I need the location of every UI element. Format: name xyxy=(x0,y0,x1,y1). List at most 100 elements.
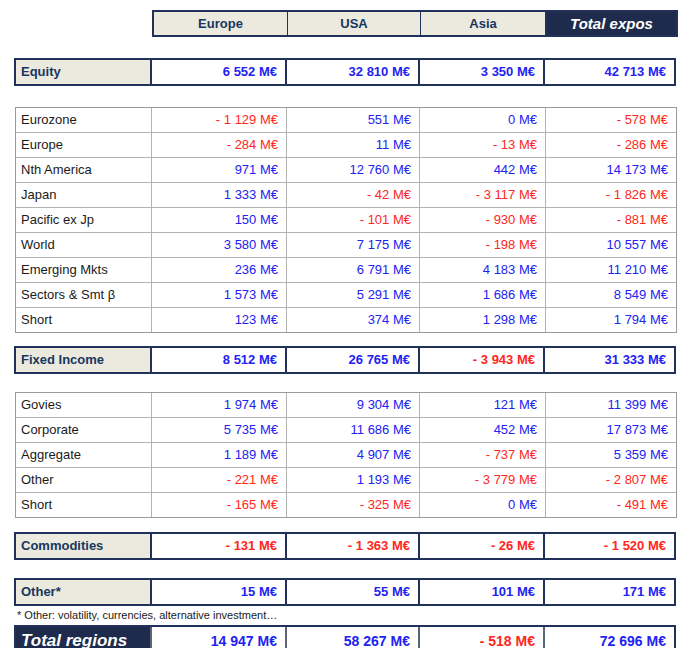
section-commodities-value-total-expos: - 1 520 M€ xyxy=(543,534,674,558)
section-other-value-asia: 101 M€ xyxy=(418,580,543,604)
detail-row-label: Govies xyxy=(16,393,151,417)
detail-value-total-expos: 17 873 M€ xyxy=(545,418,676,442)
section-equity: Equity6 552 M€32 810 M€3 350 M€42 713 M€ xyxy=(14,58,676,86)
detail-row-aggregate: Aggregate1 189 M€4 907 M€- 737 M€5 359 M… xyxy=(16,442,676,467)
detail-value-total-expos: - 286 M€ xyxy=(545,133,676,157)
detail-value-usa: 11 686 M€ xyxy=(286,418,419,442)
table-body: Equity6 552 M€32 810 M€3 350 M€42 713 M€… xyxy=(16,58,678,648)
detail-value-asia: 1 298 M€ xyxy=(419,308,545,332)
detail-value-total-expos: - 491 M€ xyxy=(545,493,676,517)
detail-value-europe: 5 735 M€ xyxy=(151,418,286,442)
detail-row-pacific-ex-jp: Pacific ex Jp150 M€- 101 M€- 930 M€- 881… xyxy=(16,207,676,232)
detail-value-total-expos: - 578 M€ xyxy=(545,108,676,132)
detail-value-europe: - 221 M€ xyxy=(151,468,286,492)
detail-row-other: Other- 221 M€1 193 M€- 3 779 M€- 2 807 M… xyxy=(16,467,676,492)
detail-value-asia: - 198 M€ xyxy=(419,233,545,257)
section-equity-value-asia: 3 350 M€ xyxy=(418,60,543,84)
detail-value-total-expos: 10 557 M€ xyxy=(545,233,676,257)
column-header-asia: Asia xyxy=(420,12,545,35)
section-other-value-usa: 55 M€ xyxy=(285,580,418,604)
column-header-total-expos: Total expos xyxy=(545,12,676,35)
detail-value-asia: - 3 779 M€ xyxy=(419,468,545,492)
detail-row-short: Short- 165 M€- 325 M€0 M€- 491 M€ xyxy=(16,492,676,517)
section-fixed-income: Fixed Income8 512 M€26 765 M€- 3 943 M€3… xyxy=(14,346,676,374)
detail-value-total-expos: - 2 807 M€ xyxy=(545,468,676,492)
detail-row-europe: Europe- 284 M€11 M€- 13 M€- 286 M€ xyxy=(16,132,676,157)
section-commodities-value-asia: - 26 M€ xyxy=(418,534,543,558)
section-equity-value-usa: 32 810 M€ xyxy=(285,60,418,84)
detail-value-europe: 1 974 M€ xyxy=(151,393,286,417)
section-fixed-income-value-usa: 26 765 M€ xyxy=(285,348,418,372)
section-commodities: Commodities- 131 M€- 1 363 M€- 26 M€- 1 … xyxy=(14,532,676,560)
detail-row-world: World3 580 M€7 175 M€- 198 M€10 557 M€ xyxy=(16,232,676,257)
detail-row-sectors-smt: Sectors & Smt β1 573 M€5 291 M€1 686 M€8… xyxy=(16,282,676,307)
section-other-value-europe: 15 M€ xyxy=(150,580,285,604)
header-spacer xyxy=(16,10,152,37)
detail-value-total-expos: 11 399 M€ xyxy=(545,393,676,417)
detail-row-label: Pacific ex Jp xyxy=(16,208,151,232)
detail-value-total-expos: 5 359 M€ xyxy=(545,443,676,467)
detail-value-usa: 7 175 M€ xyxy=(286,233,419,257)
detail-value-asia: 452 M€ xyxy=(419,418,545,442)
header-columns: EuropeUSAAsiaTotal expos xyxy=(152,10,678,37)
detail-value-asia: 442 M€ xyxy=(419,158,545,182)
detail-row-label: Nth America xyxy=(16,158,151,182)
detail-value-asia: - 737 M€ xyxy=(419,443,545,467)
detail-value-usa: 9 304 M€ xyxy=(286,393,419,417)
detail-value-total-expos: - 881 M€ xyxy=(545,208,676,232)
detail-row-label: Short xyxy=(16,493,151,517)
detail-row-label: Europe xyxy=(16,133,151,157)
detail-row-eurozone: Eurozone- 1 129 M€551 M€0 M€- 578 M€ xyxy=(16,108,676,132)
section-equity-value-total-expos: 42 713 M€ xyxy=(543,60,674,84)
section-label-equity: Equity xyxy=(16,60,150,84)
detail-value-usa: - 325 M€ xyxy=(286,493,419,517)
column-header-europe: Europe xyxy=(154,12,287,35)
detail-value-asia: 1 686 M€ xyxy=(419,283,545,307)
section-total-regions-value-asia: - 518 M€ xyxy=(418,627,543,648)
detail-value-europe: 150 M€ xyxy=(151,208,286,232)
detail-value-usa: 6 791 M€ xyxy=(286,258,419,282)
detail-value-europe: - 284 M€ xyxy=(151,133,286,157)
section-equity-value-europe: 6 552 M€ xyxy=(150,60,285,84)
section-total-regions: Total regions14 947 M€58 267 M€- 518 M€7… xyxy=(14,625,676,648)
header-row: EuropeUSAAsiaTotal expos xyxy=(16,10,678,37)
detail-row-govies: Govies1 974 M€9 304 M€121 M€11 399 M€ xyxy=(16,393,676,417)
detail-row-label: Corporate xyxy=(16,418,151,442)
detail-value-usa: 374 M€ xyxy=(286,308,419,332)
section-fixed-income-value-europe: 8 512 M€ xyxy=(150,348,285,372)
detail-value-usa: 5 291 M€ xyxy=(286,283,419,307)
detail-value-asia: - 13 M€ xyxy=(419,133,545,157)
detail-row-label: Short xyxy=(16,308,151,332)
exposure-report-table: EuropeUSAAsiaTotal expos Equity6 552 M€3… xyxy=(0,0,678,648)
detail-row-short: Short123 M€374 M€1 298 M€1 794 M€ xyxy=(16,307,676,332)
detail-value-europe: - 165 M€ xyxy=(151,493,286,517)
detail-value-asia: - 930 M€ xyxy=(419,208,545,232)
detail-value-europe: 1 189 M€ xyxy=(151,443,286,467)
detail-value-total-expos: - 1 826 M€ xyxy=(545,183,676,207)
section-other-value-total-expos: 171 M€ xyxy=(543,580,674,604)
detail-value-asia: 0 M€ xyxy=(419,108,545,132)
section-label-commodities: Commodities xyxy=(16,534,150,558)
detail-row-corporate: Corporate5 735 M€11 686 M€452 M€17 873 M… xyxy=(16,417,676,442)
section-commodities-value-usa: - 1 363 M€ xyxy=(285,534,418,558)
detail-value-usa: 1 193 M€ xyxy=(286,468,419,492)
details-fixed-income: Govies1 974 M€9 304 M€121 M€11 399 M€Cor… xyxy=(15,392,677,518)
detail-value-asia: - 3 117 M€ xyxy=(419,183,545,207)
detail-value-europe: 1 573 M€ xyxy=(151,283,286,307)
detail-row-label: Other xyxy=(16,468,151,492)
detail-value-usa: 11 M€ xyxy=(286,133,419,157)
section-commodities-value-europe: - 131 M€ xyxy=(150,534,285,558)
detail-value-asia: 4 183 M€ xyxy=(419,258,545,282)
section-label-fixed-income: Fixed Income xyxy=(16,348,150,372)
detail-value-asia: 121 M€ xyxy=(419,393,545,417)
section-other: Other*15 M€55 M€101 M€171 M€ xyxy=(14,578,676,606)
section-label-total-regions: Total regions xyxy=(16,627,150,648)
column-header-usa: USA xyxy=(287,12,420,35)
section-fixed-income-value-total-expos: 31 333 M€ xyxy=(543,348,674,372)
detail-value-usa: - 42 M€ xyxy=(286,183,419,207)
detail-value-usa: 12 760 M€ xyxy=(286,158,419,182)
detail-value-total-expos: 8 549 M€ xyxy=(545,283,676,307)
section-fixed-income-value-asia: - 3 943 M€ xyxy=(418,348,543,372)
footnote: * Other: volatility, currencies, alterna… xyxy=(16,608,678,622)
detail-value-europe: 3 580 M€ xyxy=(151,233,286,257)
